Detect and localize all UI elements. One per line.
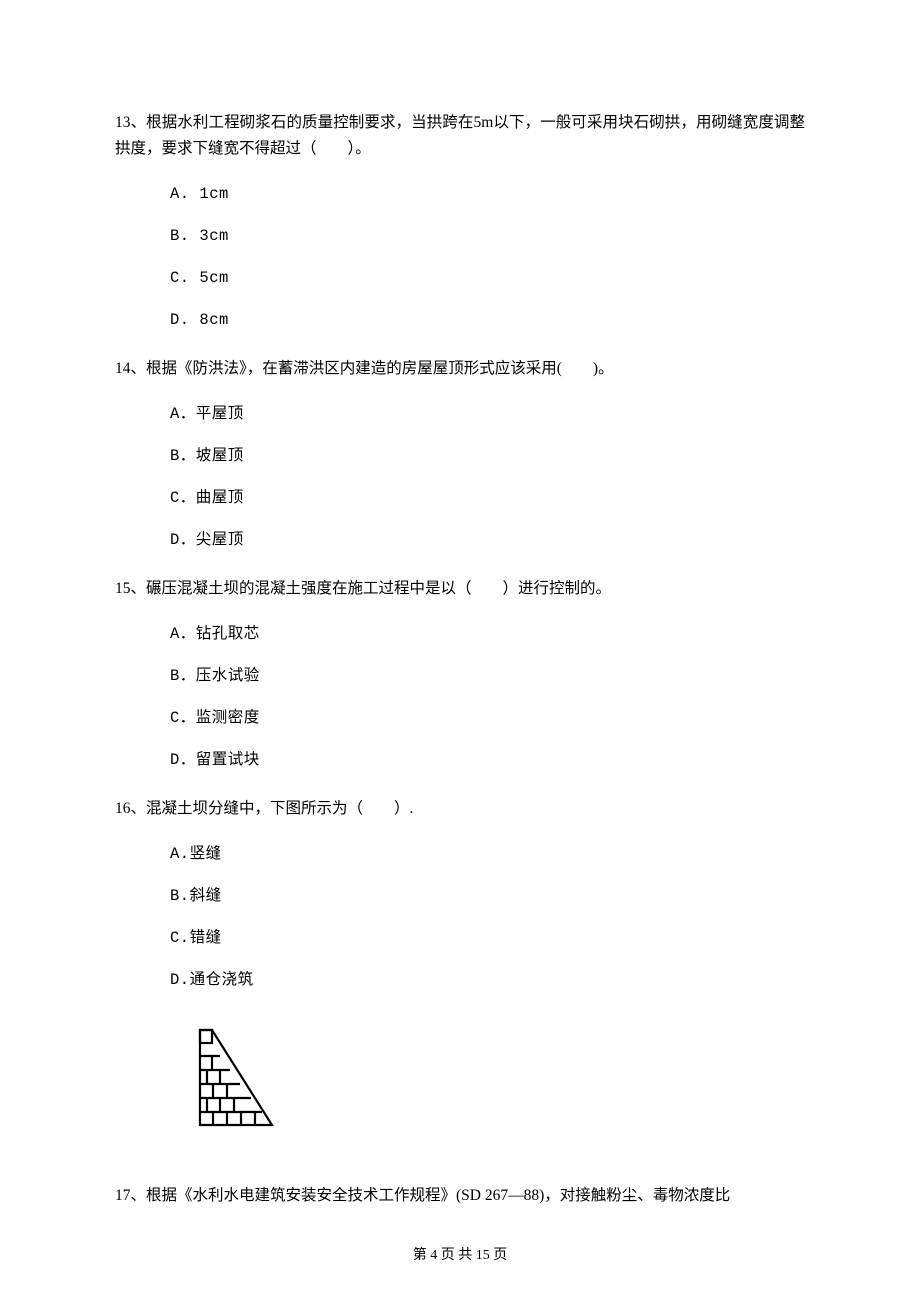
option-14-c: C．曲屋顶	[170, 488, 805, 508]
question-14-options: A．平屋顶 B．坡屋顶 C．曲屋顶 D．尖屋顶	[115, 404, 805, 550]
question-15-text: 15、碾压混凝土坝的混凝土强度在施工过程中是以（ ）进行控制的。	[115, 576, 805, 602]
option-14-a: A．平屋顶	[170, 404, 805, 424]
question-16-text: 16、混凝土坝分缝中，下图所示为（ ）.	[115, 796, 805, 822]
option-15-c: C．监测密度	[170, 708, 805, 728]
option-14-d: D．尖屋顶	[170, 530, 805, 550]
question-17-text: 17、根据《水利水电建筑安装安全技术工作规程》(SD 267—88)，对接触粉尘…	[115, 1183, 805, 1209]
question-15-options: A．钻孔取芯 B．压水试验 C．监测密度 D．留置试块	[115, 624, 805, 770]
option-16-d: D.通仓浇筑	[170, 970, 805, 990]
question-13-options: A. 1cm B. 3cm C. 5cm D. 8cm	[115, 184, 805, 330]
question-13: 13、根据水利工程砌浆石的质量控制要求，当拱跨在5m以下，一般可采用块石砌拱，用…	[115, 110, 805, 330]
question-17: 17、根据《水利水电建筑安装安全技术工作规程》(SD 267—88)，对接触粉尘…	[115, 1183, 805, 1209]
option-16-b: B.斜缝	[170, 886, 805, 906]
option-16-a: A.竖缝	[170, 844, 805, 864]
option-13-c: C. 5cm	[170, 268, 805, 288]
question-14-text: 14、根据《防洪法》，在蓄滞洪区内建造的房屋屋顶形式应该采用( )。	[115, 356, 805, 382]
option-14-b: B．坡屋顶	[170, 446, 805, 466]
option-15-a: A．钻孔取芯	[170, 624, 805, 644]
option-13-d: D. 8cm	[170, 310, 805, 330]
dam-cross-section-icon	[190, 1025, 280, 1130]
question-16-options: A.竖缝 B.斜缝 C.错缝 D.通仓浇筑	[115, 844, 805, 990]
dam-diagram-container	[115, 1025, 805, 1135]
question-13-text: 13、根据水利工程砌浆石的质量控制要求，当拱跨在5m以下，一般可采用块石砌拱，用…	[115, 110, 805, 162]
page-footer: 第 4 页 共 15 页	[0, 1244, 920, 1264]
option-13-b: B. 3cm	[170, 226, 805, 246]
question-16: 16、混凝土坝分缝中，下图所示为（ ）. A.竖缝 B.斜缝 C.错缝 D.通仓…	[115, 796, 805, 1135]
question-14: 14、根据《防洪法》，在蓄滞洪区内建造的房屋屋顶形式应该采用( )。 A．平屋顶…	[115, 356, 805, 550]
option-15-d: D．留置试块	[170, 750, 805, 770]
option-15-b: B．压水试验	[170, 666, 805, 686]
option-13-a: A. 1cm	[170, 184, 805, 204]
question-15: 15、碾压混凝土坝的混凝土强度在施工过程中是以（ ）进行控制的。 A．钻孔取芯 …	[115, 576, 805, 770]
option-16-c: C.错缝	[170, 928, 805, 948]
